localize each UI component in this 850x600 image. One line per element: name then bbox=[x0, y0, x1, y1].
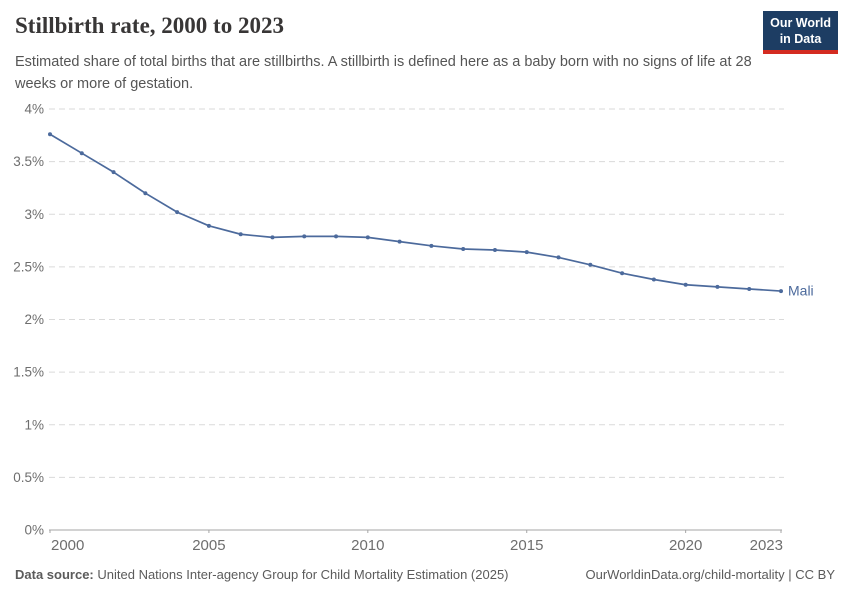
y-tick-label: 1.5% bbox=[13, 365, 44, 380]
data-point[interactable] bbox=[461, 246, 466, 251]
page-title: Stillbirth rate, 2000 to 2023 bbox=[15, 13, 284, 38]
data-point[interactable] bbox=[79, 151, 84, 156]
y-tick-label: 2% bbox=[24, 312, 44, 327]
data-point[interactable] bbox=[492, 248, 497, 253]
data-point[interactable] bbox=[397, 239, 402, 244]
data-point[interactable] bbox=[556, 255, 561, 260]
data-point[interactable] bbox=[238, 232, 243, 237]
data-source-label: Data source: bbox=[15, 567, 94, 582]
data-point[interactable] bbox=[651, 277, 656, 282]
y-tick-label: 1% bbox=[24, 417, 44, 432]
data-point[interactable] bbox=[270, 235, 275, 240]
data-point[interactable] bbox=[779, 289, 783, 294]
data-source-value[interactable]: United Nations Inter-agency Group for Ch… bbox=[97, 567, 509, 582]
chart-footer: Data source: United Nations Inter-agency… bbox=[15, 567, 835, 582]
data-point[interactable] bbox=[683, 282, 688, 287]
y-tick-label: 3.5% bbox=[13, 154, 44, 169]
y-tick-label: 2.5% bbox=[13, 259, 44, 274]
x-tick-label: 2005 bbox=[192, 537, 225, 554]
y-tick-label: 0% bbox=[24, 523, 44, 538]
x-tick-label: 2020 bbox=[669, 537, 702, 554]
data-point[interactable] bbox=[429, 243, 434, 248]
attribution-link[interactable]: OurWorldinData.org/child-mortality | CC … bbox=[585, 567, 836, 582]
y-tick-label: 0.5% bbox=[13, 470, 44, 485]
data-point[interactable] bbox=[715, 284, 720, 289]
data-point[interactable] bbox=[747, 286, 752, 291]
data-point[interactable] bbox=[302, 234, 307, 239]
line-chart[interactable]: 0% 0.5% 1% 1.5% 2% 2.5% 3% 3.5% 4% 2000 2005 2010 20… bbox=[0, 95, 850, 560]
chart-subtitle: Estimated share of total births that are… bbox=[15, 54, 752, 93]
owid-logo-line1: Our World bbox=[770, 16, 831, 30]
data-point[interactable] bbox=[175, 210, 180, 215]
data-point[interactable] bbox=[588, 262, 593, 267]
data-point[interactable] bbox=[111, 170, 116, 175]
series-end-label[interactable]: Mali bbox=[788, 283, 814, 299]
data-point[interactable] bbox=[365, 235, 370, 240]
y-tick-label: 4% bbox=[24, 102, 44, 117]
x-tick-label: 2015 bbox=[510, 537, 543, 554]
series-line-mali[interactable] bbox=[49, 133, 782, 292]
data-source: Data source: United Nations Inter-agency… bbox=[15, 567, 509, 582]
owid-logo[interactable]: Our World in Data bbox=[763, 11, 838, 55]
owid-logo-line2: in Data bbox=[779, 31, 822, 46]
y-tick-label: 3% bbox=[24, 207, 44, 222]
data-point[interactable] bbox=[524, 250, 529, 255]
data-point[interactable] bbox=[48, 132, 52, 137]
data-point[interactable] bbox=[620, 271, 625, 276]
x-tick-label: 2010 bbox=[351, 537, 384, 554]
data-point[interactable] bbox=[206, 223, 211, 228]
x-tick-label: 2000 bbox=[51, 537, 84, 554]
data-point[interactable] bbox=[143, 191, 148, 196]
data-point[interactable] bbox=[334, 234, 339, 239]
x-tick-label: 2023 bbox=[750, 537, 783, 554]
